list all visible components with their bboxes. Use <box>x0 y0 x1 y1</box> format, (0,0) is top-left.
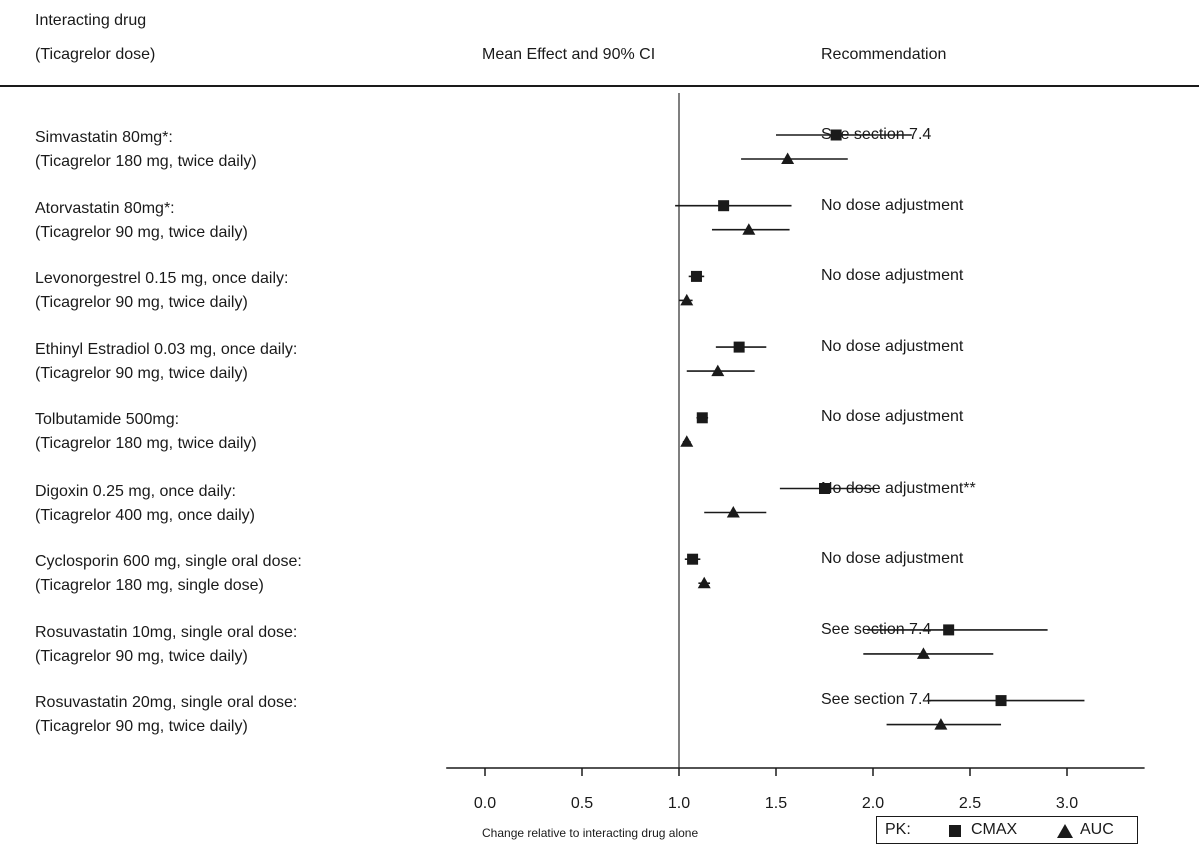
auc-marker <box>680 293 694 306</box>
cmax-marker <box>943 624 955 636</box>
cmax-marker <box>995 695 1007 707</box>
row-label: Tolbutamide 500mg: (Ticagrelor 180 mg, tw… <box>35 408 257 456</box>
cmax-marker <box>696 412 708 424</box>
row-label: Digoxin 0.25 mg, once daily: (Ticagrelor … <box>35 480 255 528</box>
header-rule <box>0 85 1199 87</box>
legend-cmax: CMAX <box>971 821 1018 838</box>
cmax-marker <box>830 129 842 141</box>
drug-name: Digoxin 0.25 mg, once daily: <box>35 483 236 500</box>
x-tick-label: 3.0 <box>1056 795 1078 812</box>
ticagrelor-dose: (Ticagrelor 90 mg, twice daily) <box>35 648 248 665</box>
ticagrelor-dose: (Ticagrelor 180 mg, single dose) <box>35 577 264 594</box>
row-label: Ethinyl Estradiol 0.03 mg, once daily: (T… <box>35 338 297 386</box>
drug-name: Cyclosporin 600 mg, single oral dose: <box>35 553 302 570</box>
cmax-marker <box>733 341 745 353</box>
auc-marker <box>680 435 694 447</box>
recommendation: No dose adjustment <box>821 338 964 355</box>
x-tick-label: 1.0 <box>668 795 690 812</box>
row-label: Atorvastatin 80mg*: (Ticagrelor 90 mg, tw… <box>35 197 248 245</box>
auc-marker <box>781 152 795 164</box>
auc-marker <box>726 506 740 518</box>
drug-name: Ethinyl Estradiol 0.03 mg, once daily: <box>35 341 298 358</box>
cmax-marker <box>687 553 699 565</box>
row-label: Rosuvastatin 20mg, single oral dose: (Tic… <box>35 691 297 739</box>
ticagrelor-dose: (Ticagrelor 90 mg, twice daily) <box>35 365 248 382</box>
x-tick-label: 0.0 <box>474 795 496 812</box>
triangle-marker-icon <box>1057 824 1073 838</box>
recommendation: No dose adjustment <box>821 197 964 214</box>
drug-name: Simvastatin 80mg*: <box>35 129 173 146</box>
auc-marker <box>916 647 930 659</box>
ticagrelor-dose: (Ticagrelor 180 mg, twice daily) <box>35 435 257 452</box>
recommendation: See section 7.4 <box>821 691 932 708</box>
cmax-marker <box>690 270 702 282</box>
legend: PK: CMAX AUC <box>876 816 1138 844</box>
legend-auc: AUC <box>1080 821 1114 838</box>
square-marker-icon <box>949 825 961 837</box>
legend-prefix: PK: <box>885 821 911 838</box>
drug-name: Atorvastatin 80mg*: <box>35 200 175 217</box>
recommendation: No dose adjustment <box>821 550 964 567</box>
x-tick-label: 0.5 <box>571 795 593 812</box>
drug-name: Levonorgestrel 0.15 mg, once daily: <box>35 270 289 287</box>
auc-marker <box>742 223 756 235</box>
ticagrelor-dose: (Ticagrelor 90 mg, twice daily) <box>35 294 248 311</box>
row-label: Rosuvastatin 10mg, single oral dose: (Tic… <box>35 621 297 669</box>
cmax-marker <box>718 200 730 212</box>
recommendation: No dose adjustment** <box>821 480 976 497</box>
drug-name: Rosuvastatin 10mg, single oral dose: <box>35 624 298 641</box>
x-axis-label: Change relative to interacting drug alon… <box>482 826 699 840</box>
auc-marker <box>711 364 725 377</box>
recommendation: No dose adjustment <box>821 267 964 284</box>
ticagrelor-dose: (Ticagrelor 180 mg, twice daily) <box>35 153 257 170</box>
ticagrelor-dose: (Ticagrelor 90 mg, twice daily) <box>35 718 248 735</box>
x-tick-label: 2.5 <box>959 795 981 812</box>
row-label: Levonorgestrel 0.15 mg, once daily: (Tica… <box>35 267 288 315</box>
row-label: Cyclosporin 600 mg, single oral dose: (Ti… <box>35 550 302 598</box>
col3-header: Recommendation <box>821 46 947 63</box>
x-tick-label: 1.5 <box>765 795 787 812</box>
col1-header-line1: Interacting drug <box>35 12 147 29</box>
x-tick-label: 2.0 <box>862 795 884 812</box>
ticagrelor-dose: (Ticagrelor 400 mg, once daily) <box>35 507 255 524</box>
col2-header: Mean Effect and 90% CI <box>482 46 656 63</box>
ticagrelor-dose: (Ticagrelor 90 mg, twice daily) <box>35 224 248 241</box>
drug-name: Tolbutamide 500mg: <box>35 411 180 428</box>
cmax-marker <box>819 483 830 494</box>
row-label: Simvastatin 80mg*: (Ticagrelor 180 mg, tw… <box>35 126 257 174</box>
auc-marker <box>697 576 711 589</box>
col1-header-line2: (Ticagrelor dose) <box>35 46 156 63</box>
recommendation: No dose adjustment <box>821 408 964 425</box>
auc-marker <box>934 718 948 730</box>
drug-name: Rosuvastatin 20mg, single oral dose: <box>35 694 298 711</box>
